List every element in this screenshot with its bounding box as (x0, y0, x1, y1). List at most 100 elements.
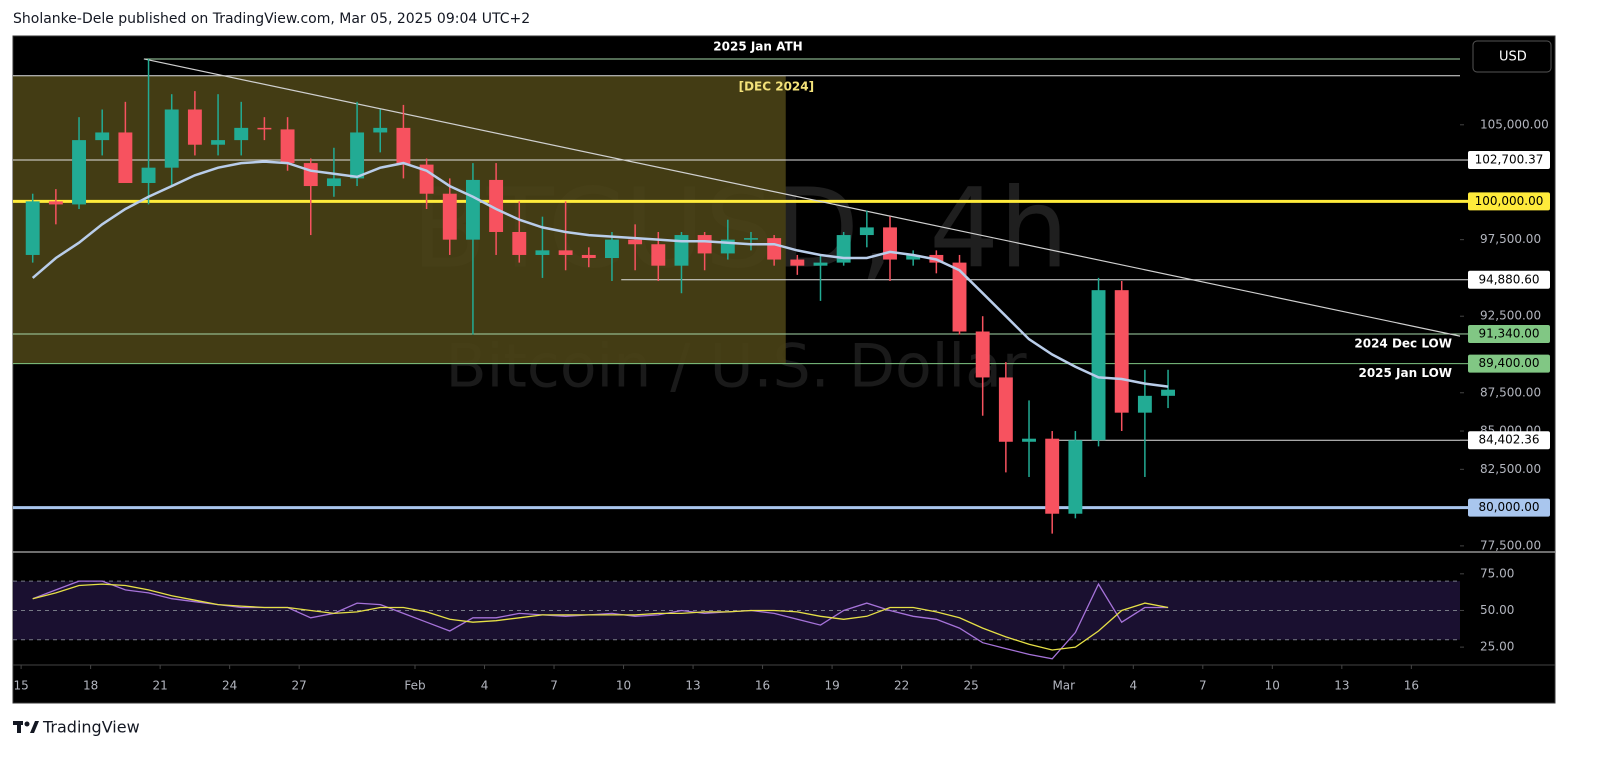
candle-body (1091, 290, 1106, 441)
candle-body (1114, 290, 1129, 413)
candle-body (211, 140, 226, 145)
x-tick-label: 19 (824, 679, 839, 693)
level-note: 2025 Jan LOW (1358, 366, 1452, 380)
rsi-y-tick-label: 75.00 (1480, 566, 1514, 580)
candle-body (396, 127, 411, 165)
candle-body (1022, 438, 1036, 442)
candle-body (952, 262, 967, 332)
y-tick-label: 77,500.00 (1480, 538, 1541, 552)
x-tick-label: Mar (1052, 679, 1075, 693)
x-tick-label: 27 (292, 679, 307, 693)
candle-body (25, 201, 40, 255)
candle-body (558, 250, 573, 255)
candle-body (118, 132, 133, 183)
x-tick-label: 18 (83, 679, 98, 693)
candle-body (605, 239, 619, 259)
candle-body (72, 140, 86, 205)
x-tick-label: 13 (685, 679, 700, 693)
x-tick-label: 13 (1334, 679, 1349, 693)
x-tick-label: 22 (894, 679, 909, 693)
candle-body (767, 238, 782, 260)
candle-body (326, 178, 341, 187)
candle-body (187, 109, 202, 145)
rsi-pane (13, 580, 1460, 660)
candle-body (836, 235, 851, 263)
x-tick-label: 16 (755, 679, 770, 693)
candle-body (651, 244, 666, 266)
candle-body (442, 193, 457, 240)
level-label-box (1468, 431, 1550, 450)
x-tick-label: 10 (1265, 679, 1280, 693)
y-tick-label: 82,500.00 (1480, 462, 1541, 476)
candle-body (697, 235, 712, 254)
trendline (143, 58, 1460, 337)
level-label-box (1468, 270, 1550, 289)
level-label-box (1468, 151, 1550, 170)
header: Sholanke-Dele published on TradingView.c… (13, 11, 530, 27)
y-tick-label: 87,500.00 (1480, 385, 1541, 399)
y-tick-label: 92,500.00 (1480, 309, 1541, 323)
level-label: 94,880.60 (1478, 272, 1539, 286)
level-label: 91,340.00 (1478, 326, 1539, 340)
candle-body (1045, 438, 1060, 514)
y-tick-label: 105,000.00 (1480, 117, 1549, 131)
level-note: 2025 Jan ATH (713, 39, 802, 53)
candle-body (744, 238, 758, 240)
x-tick-label: 15 (13, 679, 28, 693)
candle-body (1161, 389, 1176, 396)
level-label-box (1468, 354, 1550, 373)
candle-body (998, 377, 1013, 442)
candle-body (581, 254, 596, 259)
candle-body (975, 331, 990, 378)
candle-body (350, 132, 365, 179)
candle-body (1068, 440, 1083, 514)
candle-body (813, 262, 828, 266)
x-tick-label: Feb (404, 679, 425, 693)
candle-body (373, 127, 388, 133)
candle-body (859, 227, 874, 236)
candle-body (234, 127, 249, 141)
level-label: 80,000.00 (1478, 500, 1539, 514)
level-label-box (1468, 192, 1550, 211)
candle-body (628, 239, 643, 245)
x-tick-label: 7 (1199, 679, 1207, 693)
range-box (13, 75, 786, 364)
level-note: 2024 Dec LOW (1354, 336, 1452, 350)
x-tick-label: 21 (152, 679, 167, 693)
candle-body (906, 254, 921, 260)
candle-body (883, 227, 897, 260)
currency: USD (1499, 50, 1527, 65)
candle-body (257, 127, 272, 130)
level-label: 89,400.00 (1478, 356, 1539, 370)
candle-body (674, 235, 689, 266)
candle-body (164, 109, 179, 168)
x-tick-label: 7 (550, 679, 558, 693)
rsi-line (32, 583, 1169, 651)
candle-body (303, 163, 318, 187)
logo (13, 721, 39, 733)
level-label-box (1468, 324, 1550, 343)
box-label: [DEC 2024] (739, 79, 815, 93)
moving-average (31, 160, 1169, 388)
rsi-y-tick-label: 50.00 (1480, 603, 1514, 617)
candle-body (489, 179, 504, 232)
axes: 77,500.0082,500.0085,000.0087,500.0092,5… (13, 117, 1550, 693)
footer-brand: TradingView (42, 718, 140, 737)
candle-body (535, 250, 550, 255)
candle-body (141, 167, 156, 183)
candle-body (1137, 395, 1152, 413)
level-label-box (1468, 498, 1550, 517)
candle-body (48, 201, 63, 205)
x-tick-label: 25 (963, 679, 978, 693)
candle-body (465, 179, 480, 240)
x-tick-label: 4 (481, 679, 489, 693)
candle-body (512, 231, 527, 255)
currency-button[interactable] (1472, 40, 1552, 73)
x-tick-label: 10 (616, 679, 631, 693)
x-tick-label: 24 (222, 679, 237, 693)
y-tick-label: 97,500.00 (1480, 232, 1541, 246)
level-label: 102,700.37 (1475, 153, 1544, 167)
